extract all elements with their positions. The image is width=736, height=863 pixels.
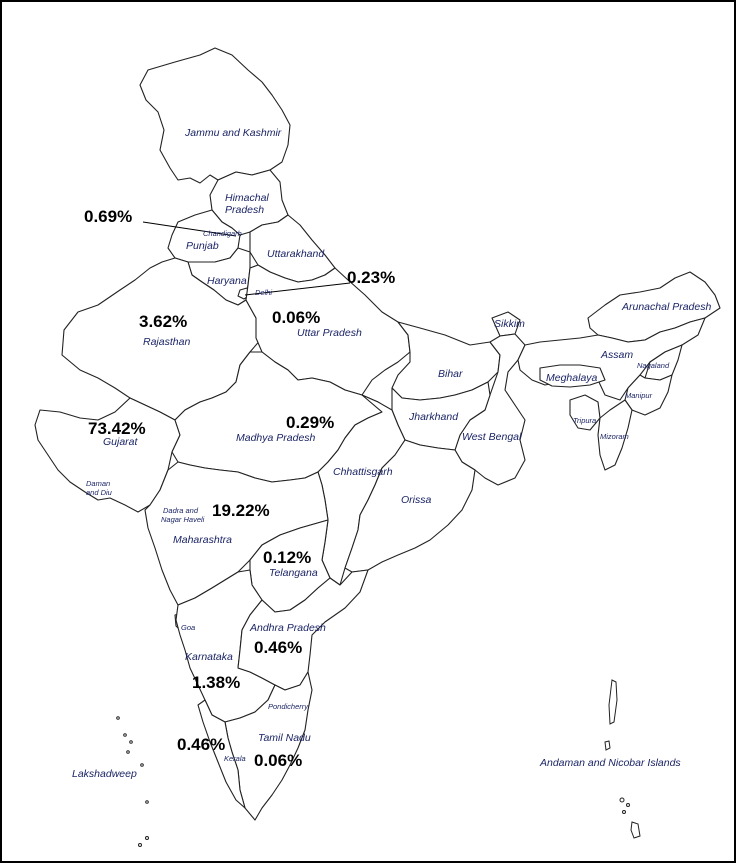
label-sikkim: Sikkim xyxy=(494,318,525,330)
label-daman-line2: and Diu xyxy=(86,488,113,497)
label-lakshadweep: Lakshadweep xyxy=(72,768,137,780)
value-telangana: 0.12% xyxy=(263,548,311,567)
value-rajasthan: 3.62% xyxy=(139,312,187,331)
state-andhra-pradesh xyxy=(237,569,369,691)
state-labels: Jammu and Kashmir Himachal Pradesh Chand… xyxy=(72,127,711,780)
leader-line-chandigarh xyxy=(142,221,237,237)
label-daman-line1: Daman xyxy=(86,479,110,488)
value-karnataka: 1.38% xyxy=(192,673,240,692)
island-groups xyxy=(116,679,641,847)
lakshadweep-islands xyxy=(116,716,149,847)
label-telangana: Telangana xyxy=(269,567,318,579)
label-rajasthan: Rajasthan xyxy=(143,336,190,348)
value-kerala: 0.46% xyxy=(177,735,225,754)
label-uttarakhand: Uttarakhand xyxy=(267,248,325,260)
label-orissa: Orissa xyxy=(401,494,431,506)
state-jammu-kashmir xyxy=(139,47,291,184)
state-meghalaya xyxy=(539,364,606,388)
label-himachal-line1: Himachal xyxy=(225,192,269,204)
label-gujarat: Gujarat xyxy=(103,436,139,448)
label-goa: Goa xyxy=(181,623,195,632)
value-madhya-pradesh: 0.29% xyxy=(286,413,334,432)
label-jammu-kashmir: Jammu and Kashmir xyxy=(184,127,282,139)
value-punjab-chandigarh: 0.69% xyxy=(84,207,132,226)
label-arunachal-pradesh: Arunachal Pradesh xyxy=(621,301,711,313)
label-jharkhand: Jharkhand xyxy=(408,411,459,423)
label-maharashtra: Maharashtra xyxy=(173,534,232,546)
label-andaman-nicobar: Andaman and Nicobar Islands xyxy=(539,757,681,769)
andaman-nicobar-islands xyxy=(604,679,641,839)
value-gujarat: 73.42% xyxy=(88,419,146,438)
value-maharashtra: 19.22% xyxy=(212,501,270,520)
value-andhra-pradesh: 0.46% xyxy=(254,638,302,657)
value-delhi: 0.23% xyxy=(347,268,395,287)
label-haryana: Haryana xyxy=(207,275,247,287)
label-pondicherry: Pondicherry xyxy=(268,702,309,711)
state-orissa xyxy=(344,439,476,573)
label-chandigarh: Chandigarh xyxy=(203,229,242,238)
value-uttar-pradesh: 0.06% xyxy=(272,308,320,327)
label-meghalaya: Meghalaya xyxy=(546,372,598,384)
value-tamil-nadu: 0.06% xyxy=(254,751,302,770)
leader-lines xyxy=(142,221,351,296)
leader-line-delhi xyxy=(244,282,351,296)
label-manipur: Manipur xyxy=(625,391,653,400)
label-west-bengal: West Bengal xyxy=(462,431,522,443)
label-bihar: Bihar xyxy=(438,368,463,380)
state-boundaries xyxy=(34,47,721,821)
label-delhi: Delhi xyxy=(255,288,272,297)
state-kerala xyxy=(197,699,246,809)
label-assam: Assam xyxy=(600,349,633,361)
label-tripura: Tripura xyxy=(573,416,596,425)
label-nagaland: Nagaland xyxy=(637,361,670,370)
label-dadra-line2: Nagar Haveli xyxy=(161,515,205,524)
state-tripura xyxy=(569,394,601,431)
label-himachal-line2: Pradesh xyxy=(225,204,264,216)
label-andhra-pradesh: Andhra Pradesh xyxy=(249,622,326,634)
label-madhya-pradesh: Madhya Pradesh xyxy=(236,432,316,444)
label-karnataka: Karnataka xyxy=(185,651,233,663)
label-mizoram: Mizoram xyxy=(600,432,629,441)
label-punjab: Punjab xyxy=(186,240,219,252)
percentage-values: 0.69% 0.23% 3.62% 0.06% 73.42% 0.29% 19.… xyxy=(84,207,395,770)
state-sikkim xyxy=(491,311,521,337)
label-tamil-nadu: Tamil Nadu xyxy=(258,732,311,744)
label-uttar-pradesh: Uttar Pradesh xyxy=(297,327,362,339)
state-mizoram xyxy=(597,399,633,471)
label-dadra-line1: Dadra and xyxy=(163,506,199,515)
label-chhattisgarh: Chhattisgarh xyxy=(333,466,393,478)
label-kerala: Kerala xyxy=(224,754,246,763)
